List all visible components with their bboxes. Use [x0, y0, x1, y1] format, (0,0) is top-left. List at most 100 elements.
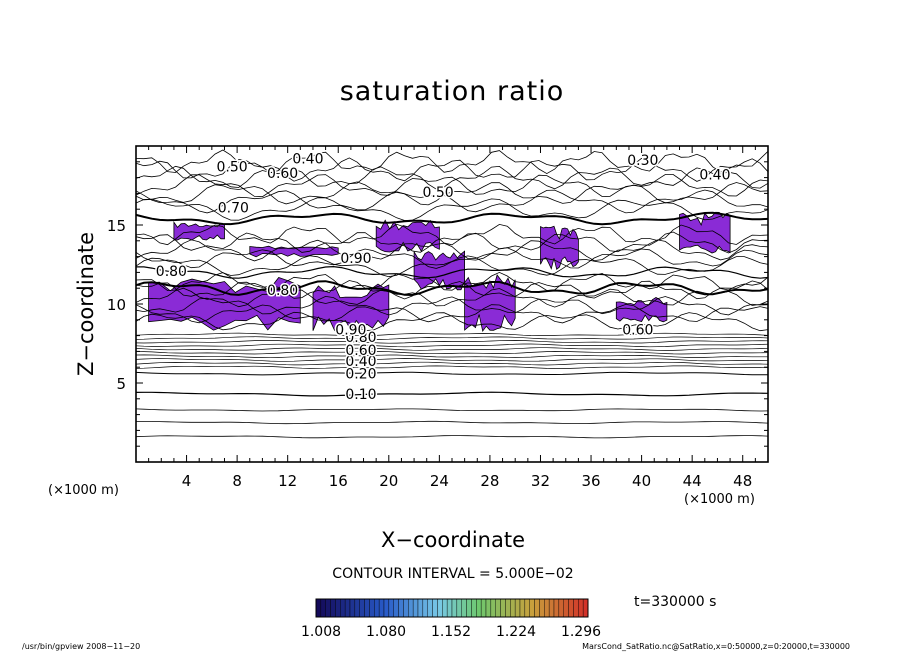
colorbar-swatch: [437, 598, 443, 618]
supersaturated-region: [413, 250, 465, 291]
colorbar-swatch: [490, 598, 496, 618]
colorbar-swatch: [442, 598, 448, 618]
colorbar-swatch: [568, 598, 574, 618]
contour-line: [135, 336, 769, 340]
contour-label: 0.80: [156, 264, 187, 280]
colorbar-swatch: [403, 598, 409, 618]
contour-line: [135, 435, 769, 439]
colorbar-swatch: [544, 598, 550, 618]
contour-line: [136, 265, 769, 279]
contour-line: [135, 361, 769, 366]
x-axis-label: X−coordinate: [381, 528, 525, 552]
colorbar-swatch: [412, 598, 419, 618]
x-tick-label: 48: [733, 472, 752, 490]
colorbar-swatch: [369, 598, 375, 618]
contour-label: 0.90: [335, 322, 366, 338]
contour-label: 0.60: [345, 343, 376, 359]
contour-label: 0.40: [699, 167, 730, 183]
contour-line: [135, 295, 769, 316]
x-tick-label: 24: [430, 472, 449, 490]
colorbar-swatch: [359, 598, 365, 618]
colorbar-swatch: [354, 598, 360, 618]
time-label: t=330000 s: [634, 594, 717, 610]
contour-line: [135, 280, 769, 300]
supersaturated-region: [312, 283, 390, 332]
contour-label: 0.80: [267, 283, 298, 299]
contour-line: [135, 271, 769, 292]
contour-line: [135, 239, 769, 262]
contour-line: [135, 181, 769, 206]
colorbar-swatch: [364, 598, 370, 618]
colorbar-swatch: [383, 598, 390, 618]
colorbar-swatch: [476, 598, 482, 618]
x-tick-label: 44: [683, 472, 702, 490]
contour-label: 0.10: [345, 387, 376, 403]
colorbar-swatch: [335, 598, 341, 618]
contour-label: 0.70: [218, 201, 249, 217]
colorbar-swatch: [485, 598, 492, 618]
contour-line: [135, 347, 769, 351]
contour-line: [135, 174, 769, 198]
colorbar-swatch: [548, 598, 555, 618]
colorbar-swatch: [456, 598, 462, 618]
contour-label: 0.30: [627, 153, 658, 169]
colorbar-swatch: [553, 598, 560, 618]
y-tick-label: 15: [107, 217, 126, 235]
footer-source: MarsCond_SatRatio.nc@SatRatio,x=0:50000,…: [582, 642, 850, 651]
colorbar-swatch: [427, 598, 433, 618]
colorbar-swatch: [340, 598, 346, 618]
colorbar-frame: [315, 598, 589, 618]
colorbar-swatch: [408, 598, 414, 618]
colorbar-swatch: [514, 598, 521, 618]
contour-line: [135, 420, 769, 425]
y-axis-label: Z−coordinate: [74, 232, 98, 376]
supersaturated-region: [375, 219, 440, 253]
y-tick-label: 10: [107, 296, 126, 314]
supersaturated-region: [540, 225, 579, 271]
contour-line: [135, 408, 769, 412]
contour-label: 0.60: [622, 322, 653, 338]
colorbar-swatch: [330, 598, 336, 618]
colorbar-swatch: [573, 598, 579, 618]
contour-line: [135, 231, 769, 254]
colorbar-swatch: [393, 598, 399, 618]
x-tick-label: 32: [531, 472, 550, 490]
contour-line: [135, 343, 769, 348]
chart-title: saturation ratio: [339, 76, 565, 107]
x-tick-label: 20: [379, 472, 398, 490]
colorbar-swatch: [578, 598, 584, 618]
colorbar-swatch: [505, 598, 511, 618]
colorbar-tick-label: 1.080: [366, 624, 406, 640]
contour-line: [135, 149, 769, 175]
colorbar-swatch: [539, 598, 545, 618]
contour-label: 0.60: [267, 166, 298, 182]
x-unit-label-right: (×1000 m): [684, 492, 755, 507]
contour-line: [135, 303, 769, 324]
colorbar-swatch: [422, 598, 428, 618]
colorbar-swatch: [398, 598, 404, 618]
contour-label: 0.90: [340, 251, 371, 267]
contour-label: 0.20: [345, 367, 376, 383]
x-unit-label-left: (×1000 m): [48, 483, 119, 498]
colorbar-swatch: [534, 598, 540, 618]
colorbar-swatch: [432, 598, 438, 618]
contour-label: 0.50: [216, 160, 247, 176]
contour-line: [135, 223, 769, 246]
supersaturated-region: [249, 245, 339, 258]
colorbar-tick-label: 1.152: [431, 624, 471, 640]
contour-line: [135, 332, 769, 337]
colorbar-swatch: [417, 598, 424, 618]
x-tick-label: 36: [581, 472, 600, 490]
colorbar-swatch: [446, 598, 453, 618]
contour-line: [135, 391, 769, 397]
colorbar-swatch: [563, 598, 569, 618]
colorbar-tick-label: 1.296: [561, 624, 601, 640]
colorbar-swatch: [388, 598, 394, 618]
colorbar-swatch: [558, 598, 564, 618]
colorbar-swatch: [495, 598, 501, 618]
footer-command: /usr/bin/gpview 2008−11−20: [22, 642, 141, 651]
colorbar-swatch: [529, 598, 535, 618]
supersaturated-region: [173, 220, 225, 241]
contour-line: [135, 211, 769, 226]
